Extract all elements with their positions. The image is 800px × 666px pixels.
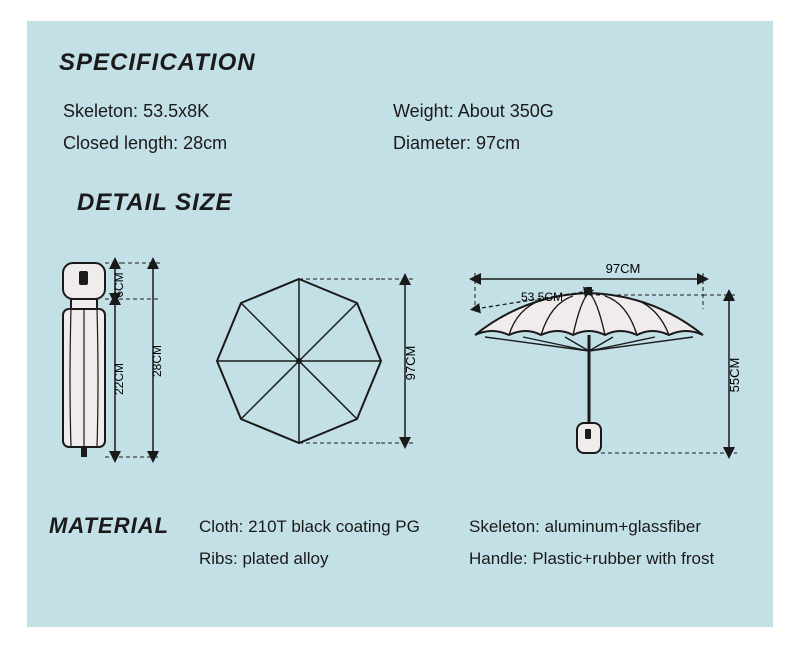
spec-value: 28cm [183,133,227,153]
spec-label: Weight: [393,101,454,121]
dim-label: 55CM [727,358,742,393]
material-value: aluminum+glassfiber [545,517,701,536]
heading-material: MATERIAL [49,511,199,539]
dim-label: 97CM [606,261,641,276]
spec-label: Diameter: [393,133,471,153]
material-label: Cloth: [199,517,243,536]
spec-row: Closed length: 28cm Diameter: 97cm [63,127,733,159]
diagram-closed-umbrella: 6CM 22CM 28CM [49,251,189,466]
dim-label: 28CM [150,345,164,377]
material-label: Handle: [469,549,528,568]
material-value: 210T black coating PG [248,517,420,536]
spec-label: Skeleton: [63,101,138,121]
diagram-octagon: 97CM [199,251,449,466]
heading-specification: SPECIFICATION [59,49,256,77]
heading-detail-size: DETAIL SIZE [77,189,232,217]
material-value: Plastic+rubber with frost [532,549,714,568]
dim-label: 22CM [112,363,126,395]
dim-label: 53.5CM [521,290,563,304]
material-value: plated alloy [242,549,328,568]
diagram-open-umbrella: 97CM 53.5CM [455,251,755,466]
spec-value: About 350G [458,101,554,121]
spec-sheet: SPECIFICATION Skeleton: 53.5x8K Weight: … [27,21,773,627]
material-row: Ribs: plated alloy Handle: Plastic+rubbe… [199,543,759,575]
spec-value: 97cm [476,133,520,153]
dim-label: 97CM [403,346,418,381]
material-label: Ribs: [199,549,238,568]
material-row: Cloth: 210T black coating PG Skeleton: a… [199,511,759,543]
spec-row: Skeleton: 53.5x8K Weight: About 350G [63,95,733,127]
dim-label: 6CM [112,272,126,297]
spec-value: 53.5x8K [143,101,209,121]
spec-label: Closed length: [63,133,178,153]
material-label: Skeleton: [469,517,540,536]
